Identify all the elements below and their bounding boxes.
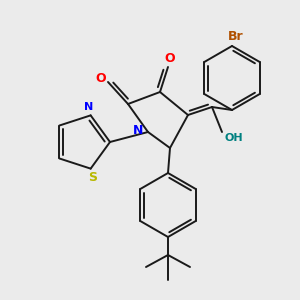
Text: O: O [165,52,175,64]
Text: OH: OH [225,133,243,143]
Text: Br: Br [228,29,244,43]
Text: N: N [84,102,93,112]
Text: S: S [88,171,97,184]
Text: N: N [133,124,143,136]
Text: O: O [96,73,106,85]
